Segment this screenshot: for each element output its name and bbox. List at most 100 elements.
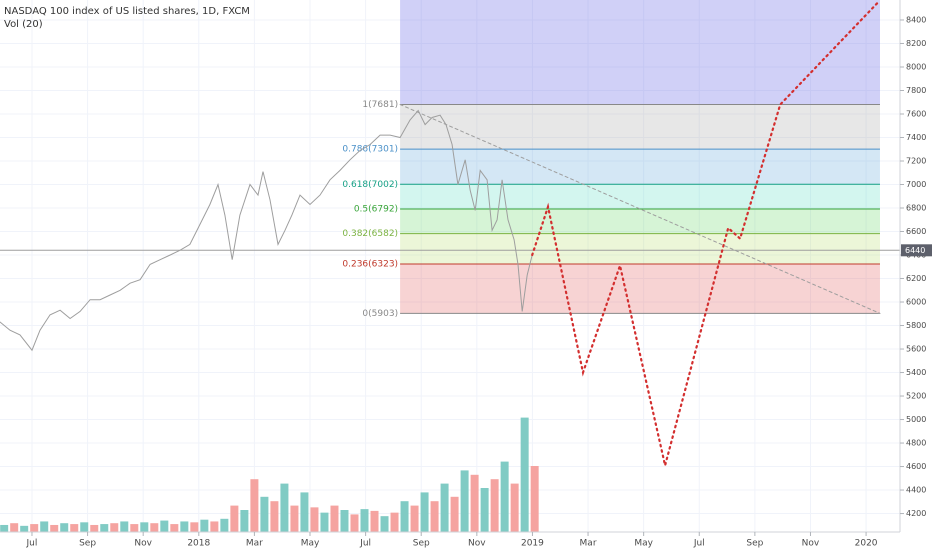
volume-bar bbox=[490, 479, 499, 532]
fib-label: 0.382(6582) bbox=[342, 229, 398, 239]
volume-bar bbox=[380, 516, 389, 532]
volume-bar bbox=[130, 524, 139, 532]
y-tick-label: 7200 bbox=[906, 156, 926, 165]
volume-bar bbox=[30, 524, 39, 532]
y-tick-label: 4600 bbox=[906, 462, 926, 471]
x-tick-label: Jul bbox=[359, 539, 371, 549]
y-tick-label: 4200 bbox=[906, 509, 926, 518]
volume-bar bbox=[400, 501, 409, 532]
volume-bar bbox=[420, 492, 429, 532]
x-tick-label: Sep bbox=[413, 539, 430, 549]
volume-bar bbox=[50, 524, 59, 532]
y-tick-label: 6000 bbox=[906, 298, 926, 307]
projection-line bbox=[531, 1, 880, 466]
x-tick-label: 2020 bbox=[855, 539, 878, 549]
volume-bar bbox=[210, 521, 219, 532]
volume-bar bbox=[470, 474, 479, 532]
x-tick-label: Nov bbox=[802, 539, 820, 549]
fib-band bbox=[400, 104, 880, 150]
volume-bar bbox=[290, 505, 299, 532]
fib-label: 0.236(6323) bbox=[342, 260, 398, 270]
volume-bar bbox=[10, 523, 19, 532]
volume-bar bbox=[20, 525, 29, 532]
price-line bbox=[0, 109, 533, 352]
last-price-box bbox=[901, 244, 932, 257]
fib-band bbox=[400, 264, 880, 314]
volume-bar bbox=[220, 518, 229, 532]
y-tick-label: 6800 bbox=[906, 204, 926, 213]
volume-bar bbox=[270, 501, 279, 532]
x-tick-label: Sep bbox=[79, 539, 96, 549]
last-price-label: 6440 bbox=[905, 246, 925, 255]
y-tick-label: 7000 bbox=[906, 180, 926, 189]
volume-bar bbox=[310, 507, 319, 532]
volume-bar bbox=[200, 519, 209, 532]
volume-bar bbox=[80, 522, 89, 532]
fib-band bbox=[400, 184, 880, 209]
volume-bar bbox=[460, 470, 469, 532]
y-tick-label: 6200 bbox=[906, 274, 926, 283]
volume-bar bbox=[120, 521, 129, 532]
y-tick-label: 5600 bbox=[906, 345, 926, 354]
x-tick-label: 2019 bbox=[521, 539, 544, 549]
x-tick-label: Jul bbox=[693, 539, 705, 549]
y-tick-label: 7800 bbox=[906, 86, 926, 95]
volume-bar bbox=[230, 505, 239, 532]
volume-bar bbox=[170, 524, 179, 532]
volume-bar bbox=[150, 523, 159, 532]
volume-bar bbox=[160, 520, 169, 532]
fib-extension bbox=[400, 0, 880, 105]
volume-bar bbox=[350, 514, 359, 532]
fib-band bbox=[400, 208, 880, 234]
x-tick-label: Mar bbox=[246, 539, 263, 549]
x-tick-label: May bbox=[634, 539, 653, 549]
volume-bar bbox=[430, 501, 439, 532]
x-tick-label: Jul bbox=[26, 539, 38, 549]
volume-bar bbox=[250, 479, 259, 532]
y-tick-label: 5200 bbox=[906, 392, 926, 401]
trend-line bbox=[399, 104, 881, 314]
y-tick-label: 5800 bbox=[906, 321, 926, 330]
volume-bar bbox=[410, 505, 419, 532]
y-tick-label: 7400 bbox=[906, 133, 926, 142]
volume-bar bbox=[70, 524, 79, 532]
fib-label: 0.618(7002) bbox=[342, 180, 398, 190]
volume-bar bbox=[110, 523, 119, 532]
y-tick-label: 6600 bbox=[906, 227, 926, 236]
volume-label: Vol (20) bbox=[4, 19, 43, 30]
y-tick-label: 4800 bbox=[906, 439, 926, 448]
volume-bar bbox=[500, 461, 509, 532]
volume-bar bbox=[390, 512, 399, 532]
y-tick-label: 4400 bbox=[906, 486, 926, 495]
volume-bar bbox=[300, 492, 309, 532]
volume-bar bbox=[330, 505, 339, 532]
volume-bar bbox=[140, 522, 149, 532]
volume-bar bbox=[480, 488, 489, 532]
volume-bar bbox=[450, 496, 459, 532]
y-tick-label: 8200 bbox=[906, 39, 926, 48]
y-tick-label: 5400 bbox=[906, 368, 926, 377]
volume-bar bbox=[180, 521, 189, 532]
volume-bar bbox=[360, 509, 369, 532]
volume-bar bbox=[240, 510, 249, 532]
fib-label: 0(5903) bbox=[362, 309, 398, 319]
y-tick-label: 7600 bbox=[906, 109, 926, 118]
volume-bar bbox=[100, 524, 109, 532]
volume-bar bbox=[0, 524, 9, 532]
volume-bar bbox=[260, 496, 269, 532]
volume-bar bbox=[520, 417, 529, 532]
volume-bar bbox=[510, 483, 519, 532]
volume-bar bbox=[370, 510, 379, 532]
volume-bar bbox=[280, 483, 289, 532]
x-tick-label: Sep bbox=[746, 539, 763, 549]
volume-bar bbox=[190, 522, 199, 532]
x-tick-label: Nov bbox=[468, 539, 486, 549]
x-tick-label: May bbox=[301, 539, 320, 549]
volume-bar bbox=[340, 510, 349, 532]
chart-title: NASDAQ 100 index of US listed shares, 1D… bbox=[4, 6, 250, 17]
volume-bar bbox=[60, 523, 69, 532]
x-tick-label: Mar bbox=[580, 539, 597, 549]
y-tick-label: 8000 bbox=[906, 62, 926, 71]
